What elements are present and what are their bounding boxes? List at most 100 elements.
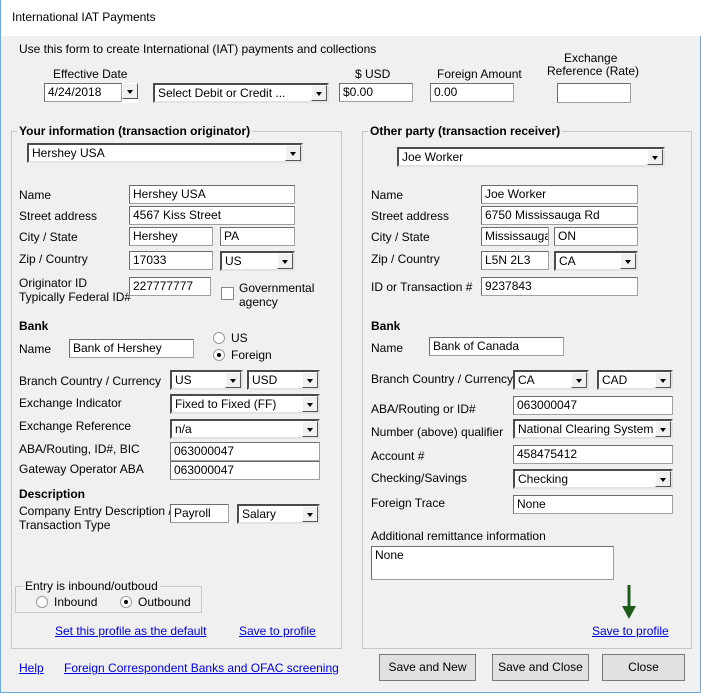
date-picker-button[interactable] (122, 83, 138, 103)
window-title: International IAT Payments (12, 10, 156, 24)
bank-us-label: US (231, 331, 248, 345)
chevron-down-icon (571, 372, 587, 388)
checking-savings-select[interactable]: Checking (513, 469, 673, 489)
receiver-country-select[interactable]: CA (554, 251, 638, 271)
effective-date-input[interactable]: 4/24/2018 (44, 83, 122, 102)
qualifier-label: Number (above) qualifier (371, 425, 504, 439)
company-entry-label: Company Entry Description / (19, 504, 172, 518)
chevron-down-icon (302, 372, 318, 388)
chevron-down-icon (285, 145, 301, 161)
foreign-trace-input[interactable]: None (513, 495, 673, 514)
receiver-id-input[interactable]: 9237843 (481, 277, 638, 296)
country-value: US (225, 254, 242, 268)
exchange-reference-select[interactable]: n/a (170, 419, 320, 439)
set-default-profile-link[interactable]: Set this profile as the default (55, 624, 207, 638)
title-bar: International IAT Payments (1, 0, 701, 36)
debit-credit-value: Select Debit or Credit ... (158, 86, 286, 100)
save-and-close-button[interactable]: Save and Close (492, 654, 589, 681)
receiver-aba-label: ABA/Routing or ID# (371, 402, 476, 416)
gateway-aba-input[interactable]: 063000047 (170, 461, 320, 480)
chevron-down-icon (302, 421, 318, 437)
arrow-down-icon (622, 585, 636, 619)
receiver-zip-input[interactable]: L5N 2L3 (481, 251, 549, 270)
gateway-aba-label: Gateway Operator ABA (19, 462, 144, 476)
originator-street-input[interactable]: 4567 Kiss Street (129, 206, 295, 225)
inbound-radio[interactable] (36, 596, 48, 608)
debit-credit-select[interactable]: Select Debit or Credit ... (153, 83, 329, 103)
close-button[interactable]: Close (602, 654, 685, 681)
entry-direction-title: Entry is inbound/outboud (23, 579, 160, 593)
chevron-down-icon (122, 83, 138, 99)
receiver-name-input[interactable]: Joe Worker (481, 185, 638, 204)
zip-country-label: Zip / Country (371, 252, 440, 266)
originator-currency-select[interactable]: USD (247, 370, 320, 390)
governmental-agency-checkbox[interactable] (221, 287, 234, 300)
foreign-amount-input[interactable]: 0.00 (430, 83, 514, 102)
outbound-radio[interactable] (120, 596, 132, 608)
receiver-bank-name-input[interactable]: Bank of Canada (429, 337, 564, 356)
usd-label: $ USD (355, 67, 391, 81)
originator-profile-select[interactable]: Hershey USA (27, 143, 303, 163)
bank-heading: Bank (371, 319, 401, 333)
receiver-street-input[interactable]: 6750 Mississauga Rd (481, 206, 638, 225)
exchange-indicator-select[interactable]: Fixed to Fixed (FF) (170, 394, 320, 414)
receiver-city-input[interactable]: Mississauga (481, 227, 549, 246)
exchange-indicator-label: Exchange Indicator (19, 396, 122, 410)
receiver-profile-select[interactable]: Joe Worker (397, 147, 665, 167)
usd-input[interactable]: $0.00 (339, 83, 413, 102)
foreign-trace-label: Foreign Trace (371, 496, 446, 510)
street-label: Street address (19, 209, 98, 223)
account-label: Account # (371, 449, 425, 463)
city-state-label: City / State (371, 230, 430, 244)
originator-id-label: Originator ID (19, 276, 88, 290)
originator-state-input[interactable]: PA (220, 227, 295, 246)
help-link[interactable]: Help (19, 661, 44, 675)
originator-profile-value: Hershey USA (32, 146, 105, 160)
qualifier-select[interactable]: National Clearing System (513, 419, 673, 439)
name-label: Name (371, 188, 404, 202)
account-input[interactable]: 458475412 (513, 445, 673, 464)
description-heading: Description (19, 487, 86, 501)
remittance-textarea[interactable]: None (371, 546, 614, 580)
aba-label: ABA/Routing, ID#, BIC (19, 442, 140, 456)
governmental-label: Governmental (239, 281, 315, 295)
originator-id-sublabel: Typically Federal ID# (19, 290, 132, 304)
bank-us-radio[interactable] (213, 332, 225, 344)
originator-bank-name-input[interactable]: Bank of Hershey (69, 339, 194, 358)
originator-name-input[interactable]: Hershey USA (129, 185, 295, 204)
branch-country-value: CA (518, 373, 535, 387)
effective-date-label: Effective Date (53, 67, 128, 81)
originator-aba-input[interactable]: 063000047 (170, 442, 320, 461)
checking-savings-value: Checking (518, 472, 569, 486)
receiver-aba-input[interactable]: 063000047 (513, 396, 673, 415)
chevron-down-icon (277, 253, 293, 269)
receiver-currency-select[interactable]: CAD (597, 370, 673, 390)
outbound-label: Outbound (138, 595, 191, 609)
chevron-down-icon (225, 372, 241, 388)
chevron-down-icon (311, 85, 327, 101)
currency-value: CAD (602, 373, 628, 387)
intro-text: Use this form to create International (I… (19, 42, 377, 56)
originator-country-select[interactable]: US (220, 251, 295, 271)
currency-value: USD (252, 373, 278, 387)
chevron-down-icon (302, 396, 318, 412)
bank-foreign-radio[interactable] (213, 349, 225, 361)
originator-id-input[interactable]: 227777777 (129, 277, 211, 296)
company-entry-description-input[interactable]: Payroll (170, 504, 229, 523)
receiver-branch-country-select[interactable]: CA (513, 370, 589, 390)
bank-foreign-label: Foreign (231, 348, 272, 362)
transaction-type-select[interactable]: Salary (237, 504, 320, 524)
originator-branch-country-select[interactable]: US (170, 370, 243, 390)
chevron-down-icon (655, 421, 671, 437)
originator-city-input[interactable]: Hershey (129, 227, 213, 246)
save-and-new-button[interactable]: Save and New (379, 654, 476, 681)
receiver-state-input[interactable]: ON (554, 227, 638, 246)
id-transaction-label: ID or Transaction # (371, 280, 473, 294)
ofac-screening-link[interactable]: Foreign Correspondent Banks and OFAC scr… (64, 661, 339, 675)
exchange-rate-input[interactable] (557, 83, 631, 103)
chevron-down-icon (647, 149, 663, 165)
receiver-save-profile-link[interactable]: Save to profile (592, 624, 669, 638)
originator-save-profile-link[interactable]: Save to profile (239, 624, 316, 638)
originator-zip-input[interactable]: 17033 (129, 251, 213, 270)
